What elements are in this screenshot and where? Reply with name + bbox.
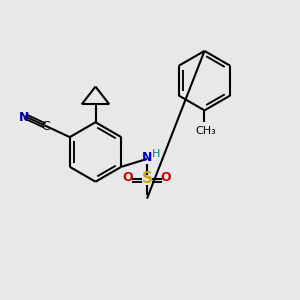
Text: N: N: [142, 152, 152, 164]
Text: O: O: [123, 171, 134, 184]
Text: CH₃: CH₃: [195, 126, 216, 136]
Text: N: N: [19, 111, 29, 124]
Text: S: S: [142, 171, 152, 186]
Text: O: O: [160, 171, 171, 184]
Text: H: H: [152, 149, 160, 159]
Text: C: C: [41, 120, 50, 133]
